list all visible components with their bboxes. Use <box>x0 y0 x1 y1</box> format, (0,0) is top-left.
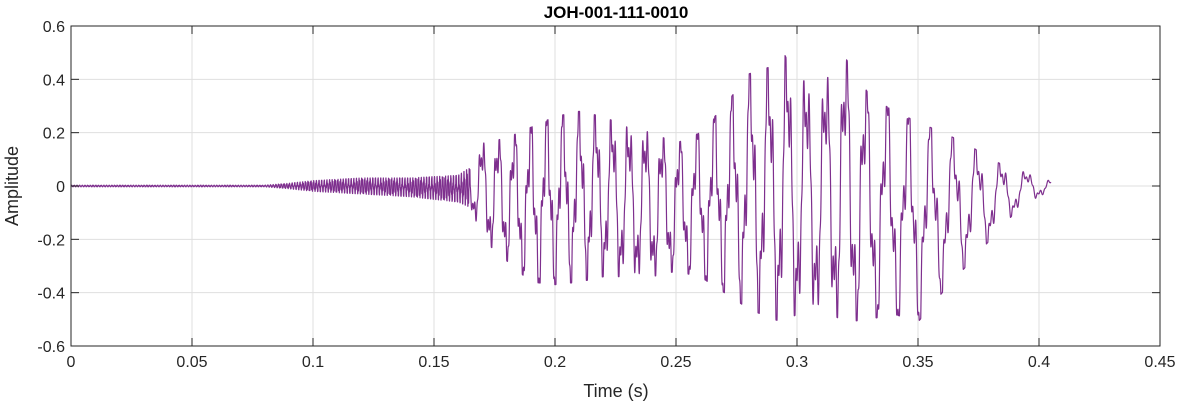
x-tick-label: 0.3 <box>786 354 808 371</box>
x-tick-label: 0.35 <box>902 354 933 371</box>
y-tick-label: 0.2 <box>43 126 65 143</box>
ticks <box>70 25 1161 347</box>
x-tick-label: 0 <box>67 354 76 371</box>
x-tick-label: 0.05 <box>176 354 207 371</box>
y-tick-label: 0.4 <box>43 72 65 89</box>
y-axis-label: Amplitude <box>2 146 22 226</box>
y-tick-label: 0.6 <box>43 19 65 36</box>
waveform-series-line <box>70 55 1052 322</box>
chart-title: JOH-001-111-0010 <box>544 3 689 22</box>
x-tick-label: 0.2 <box>544 354 566 371</box>
tick-labels: 0 0.05 0.1 0.15 0.2 0.25 0.3 0.35 0.4 0.45 -0.6 -0.… <box>37 19 1175 371</box>
x-axis-label: Time (s) <box>583 381 648 401</box>
x-tick-label: 0.4 <box>1028 354 1050 371</box>
x-tick-label: 0.15 <box>418 354 449 371</box>
x-tick-label: 0.1 <box>302 354 324 371</box>
plot-area <box>70 55 1052 322</box>
y-tick-label: 0 <box>56 179 65 196</box>
y-tick-label: -0.6 <box>37 339 65 356</box>
y-tick-label: -0.2 <box>37 232 65 249</box>
x-tick-label: 0.25 <box>660 354 691 371</box>
y-tick-label: -0.4 <box>37 286 65 303</box>
x-tick-label: 0.45 <box>1144 354 1175 371</box>
